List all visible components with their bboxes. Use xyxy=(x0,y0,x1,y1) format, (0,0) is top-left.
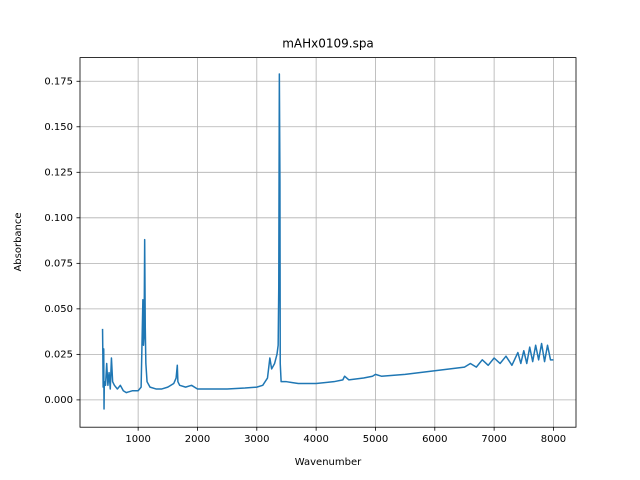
y-axis-label: Absorbance xyxy=(13,212,24,271)
y-tick-label: 0.150 xyxy=(44,122,73,133)
y-tick-label: 0.000 xyxy=(44,395,73,406)
y-tick-label: 0.175 xyxy=(44,76,73,87)
x-tick-label: 7000 xyxy=(481,434,506,445)
y-tick-label: 0.075 xyxy=(44,258,73,269)
y-tick-label: 0.100 xyxy=(44,213,73,224)
x-tick-label: 1000 xyxy=(125,434,150,445)
y-tick-label: 0.125 xyxy=(44,167,73,178)
x-tick-label: 3000 xyxy=(244,434,269,445)
y-tick-label: 0.025 xyxy=(44,349,73,360)
x-axis-label: Wavenumber xyxy=(295,457,362,468)
y-tick-label: 0.050 xyxy=(44,304,73,315)
x-tick-label: 5000 xyxy=(363,434,388,445)
x-tick-label: 4000 xyxy=(303,434,328,445)
x-tick-label: 6000 xyxy=(422,434,447,445)
x-tick-label: 8000 xyxy=(541,434,566,445)
chart-title: mAHx0109.spa xyxy=(282,37,374,51)
data-line xyxy=(101,73,554,410)
x-tick-label: 2000 xyxy=(185,434,210,445)
axes-frame xyxy=(79,57,577,428)
